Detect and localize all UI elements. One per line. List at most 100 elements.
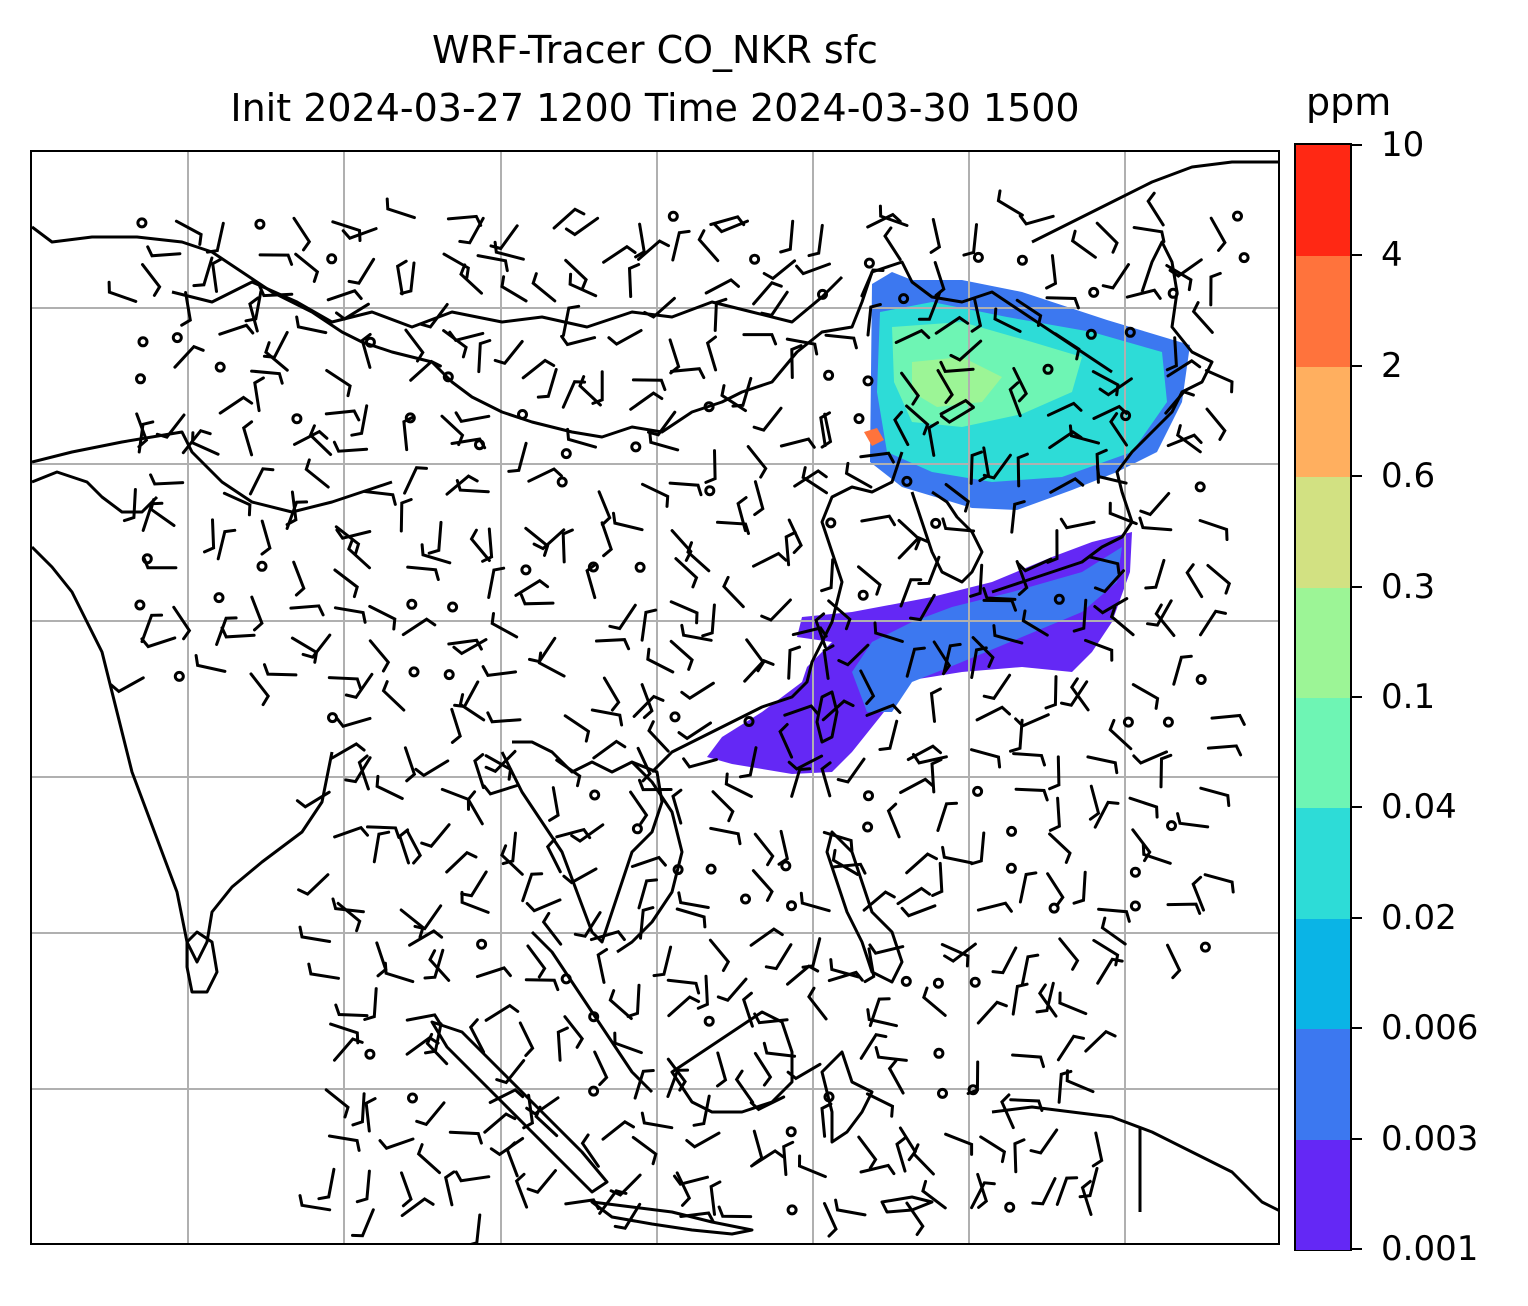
wind-barb	[250, 595, 264, 632]
calm-wind-marker	[1122, 716, 1134, 728]
wind-barb	[786, 1062, 822, 1081]
wind-barb	[760, 290, 789, 318]
wind-barb	[939, 360, 975, 373]
calm-wind-marker	[556, 476, 568, 488]
wind-barb	[253, 376, 265, 413]
wind-barb	[860, 268, 885, 298]
wind-barb	[570, 823, 605, 843]
colorbar-tick-label: 0.02	[1381, 897, 1457, 938]
coastline-sulawesi	[820, 1050, 874, 1144]
wind-barb	[709, 1180, 722, 1216]
wind-barb	[970, 748, 1002, 769]
wind-barb	[364, 1097, 377, 1133]
wind-barb	[716, 1051, 728, 1088]
wind-barb	[1013, 1138, 1026, 1174]
calm-wind-marker	[1167, 287, 1179, 299]
colorbar-tick	[1352, 1248, 1362, 1250]
wind-barb	[634, 222, 646, 259]
wind-barb	[215, 616, 238, 646]
wind-barb	[526, 944, 547, 979]
calm-wind-marker	[1006, 825, 1018, 837]
calm-wind-marker	[589, 789, 601, 801]
wind-barb	[666, 1068, 690, 1098]
calm-wind-marker	[520, 564, 532, 576]
wind-barb	[375, 774, 404, 800]
wind-barb	[454, 1170, 491, 1183]
wind-barb	[458, 216, 485, 245]
wind-barb	[602, 244, 637, 264]
calm-wind-marker	[862, 375, 874, 387]
wind-barb	[686, 541, 711, 573]
wind-barb	[335, 302, 370, 321]
wind-barb	[753, 480, 765, 517]
wind-barb	[473, 753, 485, 790]
wind-barb	[752, 281, 783, 306]
wind-barb	[122, 488, 137, 523]
wind-barb	[797, 1154, 827, 1179]
wind-barb	[638, 778, 673, 792]
wind-barb	[483, 1112, 517, 1134]
wind-barb	[298, 1194, 332, 1212]
wind-barb	[403, 466, 428, 495]
wind-barb	[297, 873, 330, 896]
wind-barb	[820, 761, 832, 798]
wind-barb	[578, 375, 602, 407]
calm-wind-marker	[136, 217, 148, 229]
wind-barb	[211, 257, 223, 293]
wind-barb	[149, 473, 185, 486]
wind-barb	[979, 1135, 1007, 1164]
wind-barb	[372, 830, 391, 864]
wind-barb	[601, 1119, 635, 1141]
coastline-russia-east	[1031, 160, 1278, 244]
calm-wind-marker	[137, 336, 149, 348]
calm-wind-marker	[630, 441, 642, 453]
calm-wind-marker	[969, 976, 981, 988]
wind-barb	[791, 626, 828, 638]
wind-barb	[524, 526, 550, 557]
wind-barb	[444, 1170, 456, 1207]
calm-wind-marker	[972, 251, 984, 263]
wind-barb	[1045, 254, 1058, 290]
wind-barb	[991, 946, 1018, 975]
wind-barb	[1128, 796, 1159, 819]
wind-barb	[1132, 226, 1166, 244]
wind-barb	[1048, 832, 1072, 864]
wind-barb	[1131, 828, 1152, 863]
wind-barb	[1168, 258, 1203, 278]
wind-barb	[333, 568, 359, 599]
wind-barb	[1098, 377, 1133, 397]
wind-barb	[146, 245, 182, 258]
wind-barb	[174, 219, 203, 246]
wind-barb	[1165, 264, 1193, 292]
wind-barb	[181, 428, 212, 455]
wind-barb	[466, 790, 484, 826]
wind-barb	[205, 221, 225, 254]
wind-barb	[250, 369, 284, 385]
calm-wind-marker	[933, 1047, 945, 1059]
wind-barb	[1166, 943, 1182, 980]
colorbar-tick-label: 2	[1381, 345, 1403, 386]
wind-barb	[470, 1213, 482, 1243]
wind-barb	[363, 490, 397, 506]
wind-barb	[330, 742, 366, 760]
wind-barb	[962, 223, 978, 257]
wind-barb	[514, 1172, 529, 1209]
wind-barb	[155, 413, 186, 439]
calm-wind-marker	[634, 561, 646, 573]
coastline-japan	[991, 240, 1214, 594]
wind-barb	[807, 223, 824, 258]
wind-barb	[626, 983, 641, 1018]
wind-barb	[459, 263, 483, 295]
wind-barb	[637, 239, 670, 261]
wind-barb	[837, 643, 870, 667]
wind-barb	[742, 333, 778, 346]
wind-barb	[347, 257, 376, 285]
calm-wind-marker	[587, 561, 599, 573]
wind-barb	[420, 543, 452, 565]
calm-wind-marker	[1129, 900, 1141, 912]
wind-barb	[632, 694, 665, 718]
wind-barb	[949, 339, 983, 362]
colorbar-segment	[1296, 1138, 1350, 1250]
wind-barb	[596, 948, 609, 984]
wind-barb	[507, 441, 528, 473]
